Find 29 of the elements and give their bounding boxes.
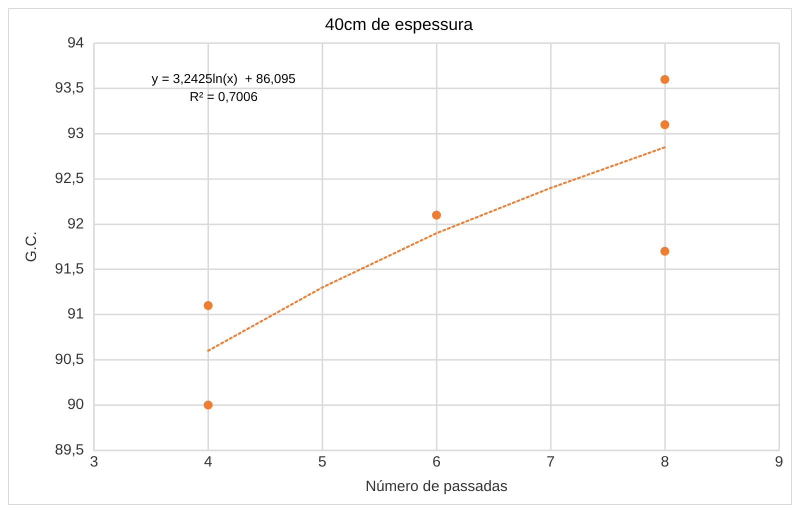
x-tick-label: 8 <box>660 453 670 470</box>
x-axis-title: Número de passadas <box>365 478 508 496</box>
point <box>660 120 670 130</box>
y-tick-label: 93,5 <box>54 80 84 97</box>
point <box>204 301 213 310</box>
x-tick-label: 9 <box>774 453 784 470</box>
x-tick-label: 3 <box>90 453 98 470</box>
x-tick-label: 5 <box>318 453 326 470</box>
point <box>660 246 670 256</box>
y-tick-label: 90,5 <box>54 350 84 368</box>
x-tick-label: 4 <box>204 453 212 470</box>
y-tick-label: 92,5 <box>54 170 84 188</box>
chart-title: 40cm de espessura <box>325 14 474 34</box>
point <box>204 400 213 410</box>
x-tick-label: 6 <box>432 453 441 470</box>
y-tick-label: 94 <box>67 34 84 52</box>
point <box>432 210 441 220</box>
point <box>660 74 670 84</box>
y-tick-label: 91 <box>67 306 84 323</box>
y-tick-label: 92 <box>67 215 84 232</box>
line-series <box>207 146 666 352</box>
annotation: y = 3,2425ln(x) + 86,095 <box>152 71 296 86</box>
y-tick-label: 89,5 <box>54 441 84 458</box>
y-tick-label: 91,5 <box>54 260 84 278</box>
x-tick-label: 7 <box>546 453 555 470</box>
y-tick-label: 93 <box>67 124 84 142</box>
y-tick-label: 90 <box>67 396 84 414</box>
y-axis-title: G.C. <box>23 231 40 262</box>
annotation: R² = 0,7006 <box>190 89 258 104</box>
